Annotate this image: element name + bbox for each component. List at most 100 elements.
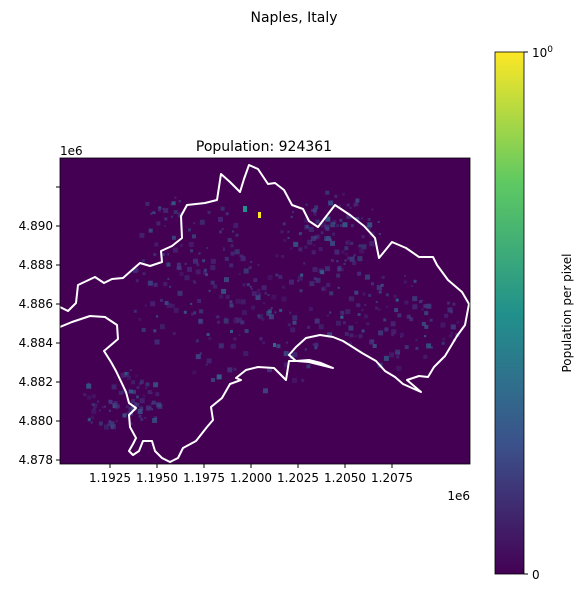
density-speckle — [90, 421, 93, 424]
density-speckle — [118, 391, 123, 395]
density-speckle — [318, 324, 324, 330]
density-speckle — [202, 259, 206, 263]
density-speckle — [135, 402, 140, 407]
density-speckle — [92, 417, 95, 420]
density-speckle — [124, 371, 130, 377]
density-speckle — [355, 321, 358, 324]
map-panel: 1.1925 1.1950 1.1975 1.2000 1.2025 1.205… — [19, 144, 471, 503]
density-speckle — [330, 240, 335, 246]
density-speckle — [365, 274, 370, 280]
density-speckle — [174, 196, 177, 199]
density-speckle — [152, 417, 158, 423]
density-speckle — [160, 298, 163, 302]
density-speckle — [353, 253, 356, 256]
density-speckle — [329, 311, 332, 314]
density-speckle — [292, 352, 298, 358]
density-speckle — [336, 260, 339, 263]
density-speckle — [378, 290, 382, 294]
density-speckle — [395, 298, 399, 302]
density-speckle — [430, 346, 433, 349]
density-speckle — [207, 210, 211, 214]
density-speckle — [213, 284, 218, 289]
density-speckle — [136, 386, 140, 389]
density-speckle — [217, 320, 220, 324]
density-speckle — [313, 244, 316, 247]
density-speckle — [166, 262, 171, 267]
density-speckle — [243, 351, 249, 356]
density-speckle — [139, 406, 144, 411]
density-speckle — [131, 405, 137, 411]
density-speckle — [170, 303, 175, 308]
density-speckle — [220, 206, 225, 211]
density-speckle — [261, 285, 267, 291]
density-speckle — [250, 288, 253, 290]
density-speckle — [239, 254, 242, 257]
density-speckle — [357, 313, 361, 316]
density-speckle — [155, 392, 160, 397]
density-speckle — [141, 259, 145, 263]
density-speckle — [403, 280, 407, 284]
density-speckle — [281, 255, 285, 258]
density-speckle — [235, 298, 241, 304]
density-speckle — [251, 305, 256, 310]
density-speckle — [233, 367, 237, 371]
x-tick-label: 1.2050 — [324, 471, 366, 485]
density-speckle — [224, 277, 229, 283]
density-speckle — [290, 327, 296, 333]
density-speckle — [311, 208, 315, 212]
density-speckle — [83, 393, 87, 397]
density-speckle — [98, 409, 101, 412]
density-speckle — [165, 263, 168, 266]
density-speckle — [380, 287, 382, 290]
density-speckle — [238, 333, 241, 336]
density-speckle — [167, 253, 170, 256]
density-speckle — [233, 223, 239, 228]
density-speckle — [110, 424, 116, 430]
density-speckle — [349, 341, 352, 345]
density-speckle — [166, 303, 172, 309]
density-speckle — [315, 277, 321, 283]
density-speckle — [348, 325, 354, 331]
density-speckle — [173, 210, 178, 215]
density-speckle — [310, 236, 316, 241]
density-speckle — [321, 287, 325, 291]
density-speckle — [342, 321, 346, 325]
population-raster — [60, 158, 470, 464]
density-speckle — [271, 294, 277, 300]
density-speckle — [196, 263, 200, 267]
density-speckle — [328, 200, 334, 206]
density-speckle — [292, 211, 295, 214]
density-speckle — [122, 389, 127, 394]
density-speckle — [413, 279, 417, 283]
density-speckle — [224, 256, 229, 261]
density-speckle — [320, 231, 324, 235]
density-speckle — [283, 362, 289, 368]
density-hotspot — [243, 206, 247, 212]
density-speckle — [281, 296, 287, 302]
density-speckle — [128, 406, 133, 411]
density-speckle — [311, 250, 316, 255]
density-speckle — [364, 304, 367, 306]
density-speckle — [345, 252, 349, 256]
density-speckle — [192, 234, 196, 239]
density-speckle — [396, 355, 400, 359]
density-speckle — [268, 314, 274, 320]
density-speckle — [344, 332, 349, 336]
density-speckle — [255, 295, 261, 300]
y-tick-label: 4.882 — [19, 375, 53, 389]
density-speckle — [192, 370, 197, 375]
density-speckle — [378, 308, 381, 311]
density-speckle — [107, 423, 110, 426]
density-speckle — [225, 212, 229, 216]
density-speckle — [87, 418, 91, 422]
y-tick-label: 4.890 — [19, 219, 53, 233]
density-speckle — [145, 387, 148, 390]
density-speckle — [152, 211, 156, 214]
density-speckle — [337, 286, 340, 289]
density-speckle — [423, 354, 428, 359]
density-speckle — [329, 200, 332, 203]
density-speckle — [93, 403, 98, 408]
density-speckle — [149, 406, 152, 409]
density-speckle — [354, 290, 359, 295]
density-speckle — [111, 384, 117, 390]
